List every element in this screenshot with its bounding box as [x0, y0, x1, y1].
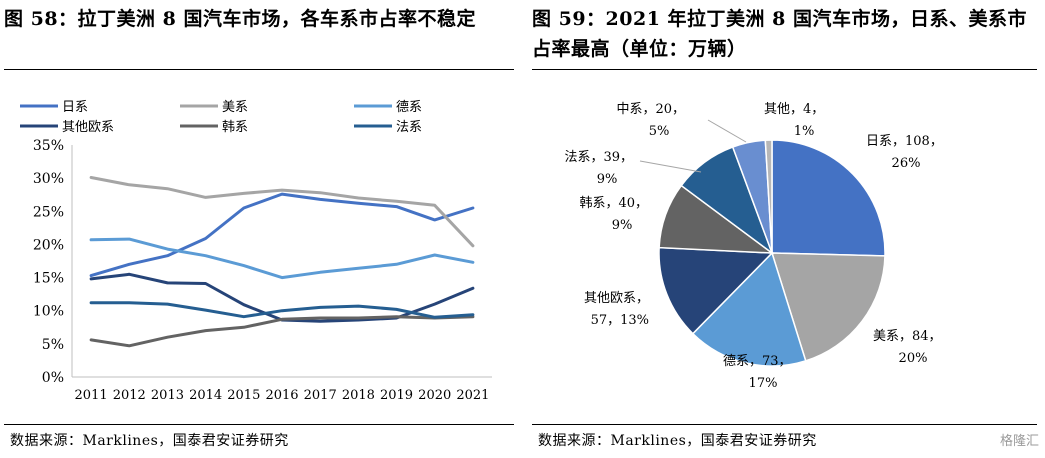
- pie-label: 中系，20，: [616, 102, 685, 117]
- line-chart-source: 数据来源：Marklines，国泰君安证券研究: [10, 433, 289, 449]
- legend-label: 德系: [396, 100, 422, 115]
- x-tick-label: 2015: [227, 388, 260, 403]
- x-tick-label: 2021: [456, 388, 489, 403]
- y-tick-label: 10%: [33, 304, 64, 320]
- pie-chart: 日系，108， 26% 美系，84， 20% 德系，73， 17% 其他欧系， 57，13% 韩…: [564, 102, 943, 391]
- watermark-logo: 格隆汇: [999, 434, 1039, 449]
- leader-line: [707, 119, 747, 143]
- y-tick-label: 25%: [33, 204, 64, 220]
- line-chart-title: 图 58：拉丁美洲 8 国汽车市场，各车系市占率不稳定: [4, 8, 477, 30]
- series-line: [89, 192, 475, 278]
- line-chart-panel: 图 58：拉丁美洲 8 国汽车市场，各车系市占率不稳定 0% 5% 10% 15% 20…: [0, 0, 522, 458]
- series-line: [89, 315, 475, 348]
- title-rule: [4, 69, 514, 70]
- y-tick-label: 20%: [33, 237, 64, 253]
- pie-slice: [771, 139, 886, 257]
- series-line: [89, 237, 475, 280]
- pie-label: 法系，39，: [564, 150, 633, 165]
- x-tick-label: 2020: [418, 388, 451, 403]
- x-tick-label: 2014: [189, 388, 222, 403]
- x-tick-label: 2017: [304, 388, 337, 403]
- legend-label: 其他欧系: [62, 120, 114, 135]
- pie-label: 9%: [612, 218, 633, 233]
- legend-label: 韩系: [222, 120, 248, 135]
- x-tick-label: 2013: [151, 388, 184, 403]
- y-tick-label: 5%: [42, 337, 64, 353]
- pie-label: 9%: [597, 172, 618, 187]
- y-tick-label: 35%: [33, 138, 64, 154]
- series-line: [89, 176, 475, 248]
- legend-label: 日系: [62, 100, 88, 115]
- x-tick-label: 2011: [75, 388, 108, 403]
- pie-label: 其他欧系，: [584, 291, 649, 306]
- line-chart: 0% 5% 10% 15% 20% 25% 30% 35% 2011 2012 2013 2014 20…: [20, 100, 492, 403]
- pie-label: 57，13%: [591, 313, 649, 328]
- pie-label: 20%: [899, 351, 928, 366]
- pie-label: 德系，73，: [723, 354, 792, 369]
- source-rule: [4, 424, 514, 425]
- x-tick-label: 2012: [113, 388, 146, 403]
- pie-slice: [691, 251, 807, 367]
- pie-label: 1%: [794, 124, 815, 139]
- pie-label: 日系，108，: [866, 134, 943, 149]
- pie-label: 26%: [892, 156, 921, 171]
- y-tick-label: 30%: [33, 171, 64, 187]
- pie-label: 其他，4，: [764, 102, 824, 117]
- pie-slice: [764, 139, 773, 254]
- legend-label: 美系: [222, 100, 248, 115]
- y-tick-label: 15%: [33, 271, 64, 287]
- pie-label: 韩系，40，: [579, 196, 648, 211]
- pie-label: 美系，84，: [873, 329, 942, 344]
- source-rule: [532, 424, 1037, 425]
- y-tick-label: 0%: [42, 370, 64, 386]
- x-tick-label: 2018: [342, 388, 375, 403]
- pie-label: 17%: [749, 376, 778, 391]
- legend-label: 法系: [396, 120, 422, 135]
- pie-chart-source: 数据来源：Marklines，国泰君安证券研究: [538, 433, 817, 449]
- pie-slice: [770, 252, 886, 362]
- pie-label: 5%: [649, 124, 670, 139]
- x-tick-label: 2016: [265, 388, 298, 403]
- pie-slice: [658, 246, 774, 335]
- series-line: [89, 301, 475, 319]
- leader-line: [639, 160, 702, 173]
- title-rule: [532, 69, 1037, 70]
- x-tick-label: 2019: [380, 388, 413, 403]
- pie-chart-title: 图 59：2021 年拉丁美洲 8 国汽车市场，日系、美系市占率最高（单位：万辆…: [532, 8, 1028, 60]
- pie-chart-panel: 图 59：2021 年拉丁美洲 8 国汽车市场，日系、美系市占率最高（单位：万辆…: [528, 0, 1045, 458]
